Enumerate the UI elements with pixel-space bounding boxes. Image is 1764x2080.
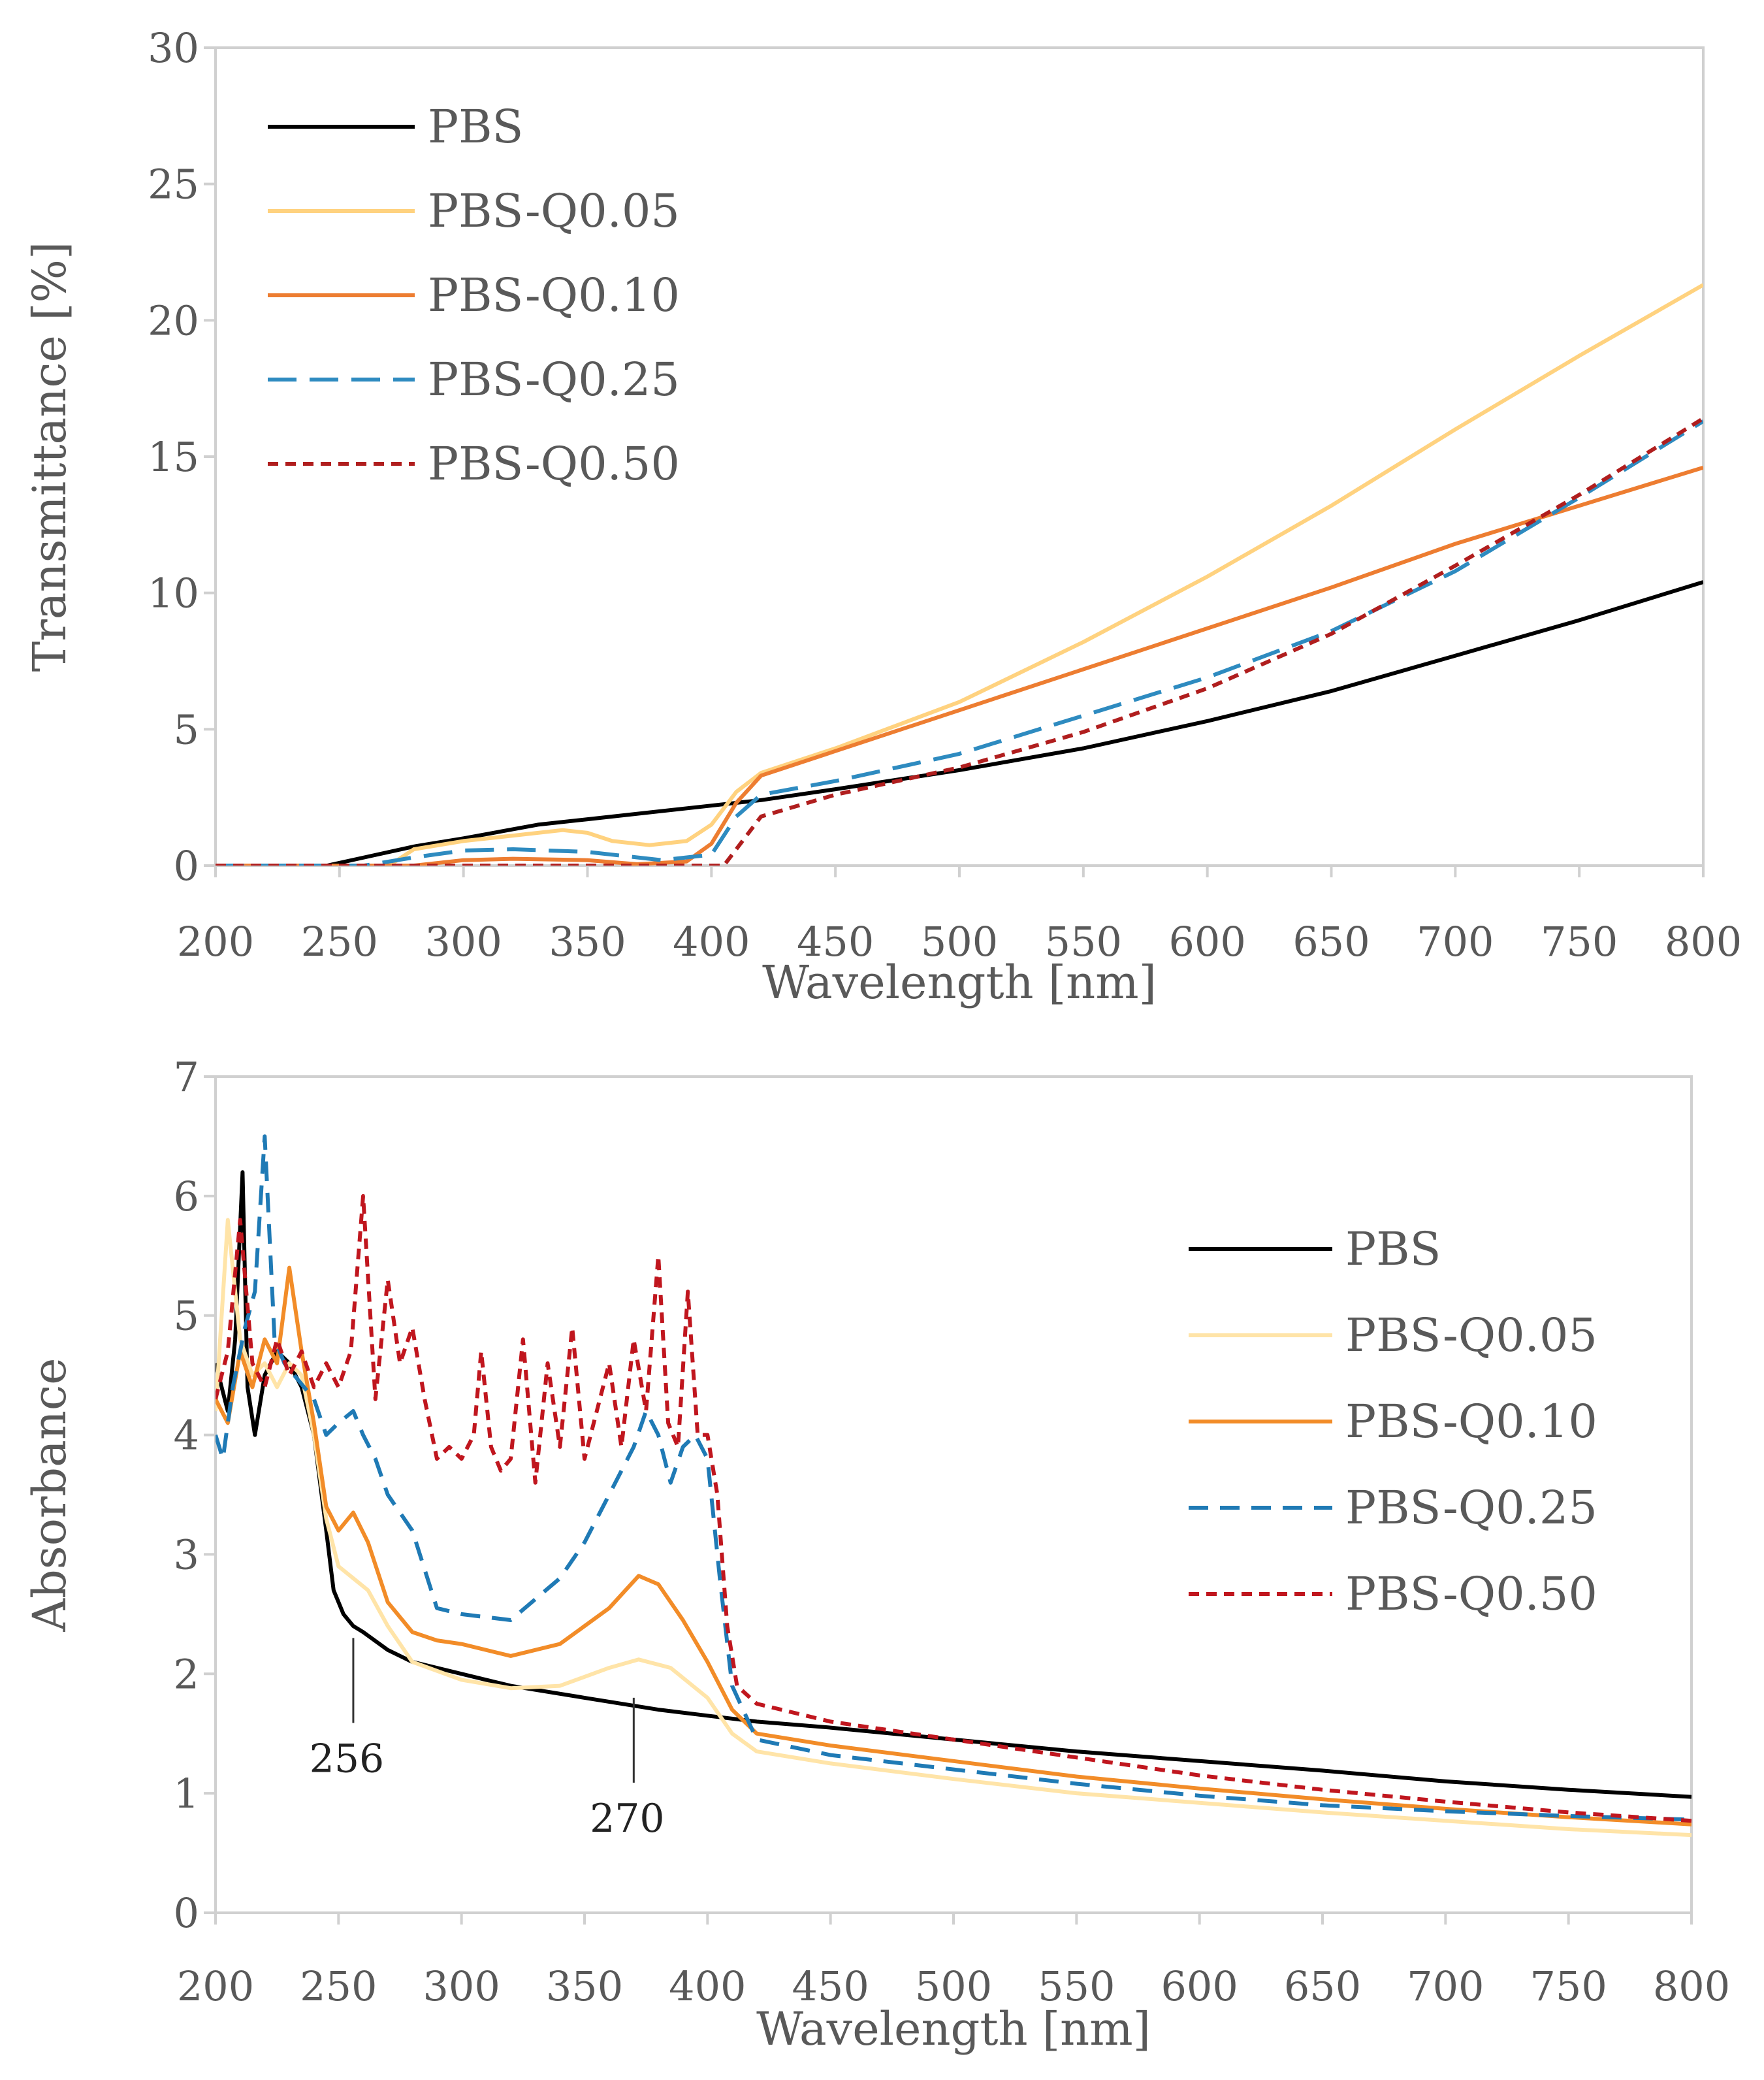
transmittance-series-pbs-q0-50 — [216, 417, 1703, 866]
transmittance-x-axis-title: Wavelength [nm] — [762, 956, 1157, 1009]
absorbance-legend-label-pbs-q0-25: PBS-Q0.25 — [1345, 1481, 1597, 1535]
absorbance-legend-label-pbs-q0-50: PBS-Q0.50 — [1345, 1567, 1597, 1621]
transmittance-series-pbs — [216, 580, 1703, 866]
transmittance-x-tick-label: 400 — [673, 918, 750, 966]
transmittance-x-tick-label: 800 — [1665, 918, 1742, 966]
transmittance-x-tick-label: 700 — [1417, 918, 1494, 966]
transmittance-legend-label-pbs: PBS — [428, 100, 524, 154]
absorbance-x-tick-label: 250 — [300, 1962, 377, 2010]
absorbance-chart: 200 250 300 350 400 450 500 550 600 650 700 750 800 0… — [23, 1053, 1730, 2056]
transmittance-chart: 200 250 300 350 400 450 500 550 600 650 700 750 800 0… — [23, 24, 1742, 1009]
transmittance-y-tick-label: 5 — [174, 706, 199, 753]
absorbance-y-tick-label: 4 — [174, 1412, 199, 1459]
absorbance-x-tick-label: 200 — [177, 1962, 254, 2010]
absorbance-series-pbs-q0-10 — [216, 1265, 1692, 1827]
absorbance-annotation-label: 270 — [590, 1796, 665, 1842]
absorbance-series-pbs — [216, 1170, 1692, 1799]
absorbance-y-tick-label: 5 — [174, 1292, 199, 1340]
absorbance-x-tick-label: 450 — [792, 1962, 869, 2010]
transmittance-series-pbs-q0-05 — [216, 283, 1703, 866]
absorbance-x-tick-label: 350 — [546, 1962, 623, 2010]
transmittance-series-group — [216, 283, 1703, 866]
absorbance-x-tick-label: 800 — [1653, 1962, 1730, 2010]
absorbance-legend: PBS PBS-Q0.05 PBS-Q0.10 PBS-Q0.25 PBS-Q0.50 — [1189, 1222, 1597, 1621]
absorbance-y-tick-label: 1 — [174, 1770, 199, 1817]
transmittance-x-tick-label: 750 — [1541, 918, 1618, 966]
transmittance-legend-label-pbs-q0-05: PBS-Q0.05 — [428, 184, 680, 238]
absorbance-series-pbs-q0-50 — [216, 1194, 1692, 1823]
transmittance-y-tick-label: 25 — [148, 161, 199, 208]
absorbance-annotation-label: 256 — [310, 1736, 385, 1781]
transmittance-series-pbs-q0-10 — [216, 465, 1703, 866]
transmittance-x-tick-label: 250 — [301, 918, 378, 966]
absorbance-legend-label-pbs: PBS — [1345, 1222, 1441, 1276]
absorbance-x-tick-label: 600 — [1161, 1962, 1238, 2010]
absorbance-y-axis-title: Absorbance — [23, 1357, 76, 1632]
transmittance-series-pbs-q0-25 — [216, 419, 1703, 866]
absorbance-x-tick-label: 700 — [1407, 1962, 1484, 2010]
absorbance-x-tick-label: 750 — [1530, 1962, 1607, 2010]
transmittance-y-tick-label: 0 — [174, 842, 199, 890]
transmittance-x-tick-label: 450 — [797, 918, 874, 966]
absorbance-y-tick-label: 6 — [174, 1173, 199, 1220]
transmittance-x-tick-label: 500 — [921, 918, 998, 966]
transmittance-legend-label-pbs-q0-10: PBS-Q0.10 — [428, 268, 680, 322]
absorbance-y-tick-label: 0 — [174, 1889, 199, 1937]
absorbance-y-tick-label: 3 — [174, 1531, 199, 1578]
transmittance-legend-label-pbs-q0-25: PBS-Q0.25 — [428, 353, 680, 406]
absorbance-series-pbs-q0-25 — [216, 1134, 1692, 1822]
absorbance-x-tick-label: 550 — [1038, 1962, 1115, 2010]
absorbance-y-tick-label: 7 — [174, 1053, 199, 1101]
transmittance-x-tick-label: 350 — [549, 918, 626, 966]
transmittance-y-tick-label: 10 — [148, 570, 199, 617]
transmittance-y-tick-label: 15 — [148, 433, 199, 481]
transmittance-x-tick-label: 300 — [425, 918, 502, 966]
transmittance-x-tick-label: 650 — [1292, 918, 1370, 966]
absorbance-x-tick-label: 650 — [1284, 1962, 1361, 2010]
absorbance-series-group — [216, 1134, 1692, 1838]
transmittance-x-tick-label: 550 — [1045, 918, 1122, 966]
absorbance-legend-label-pbs-q0-05: PBS-Q0.05 — [1345, 1308, 1597, 1362]
absorbance-x-axis-title: Wavelength [nm] — [756, 2002, 1151, 2056]
absorbance-x-tick-label: 500 — [915, 1962, 992, 2010]
transmittance-y-axis-title: Transmittance [%] — [23, 242, 76, 672]
absorbance-x-tick-label: 400 — [669, 1962, 746, 2010]
transmittance-legend-label-pbs-q0-50: PBS-Q0.50 — [428, 437, 680, 491]
absorbance-y-tick-label: 2 — [174, 1650, 199, 1698]
transmittance-y-tick-label: 30 — [148, 24, 199, 72]
transmittance-x-tick-label: 600 — [1168, 918, 1245, 966]
transmittance-y-tick-label: 20 — [148, 297, 199, 344]
transmittance-x-tick-label: 200 — [177, 918, 254, 966]
absorbance-series-pbs-q0-05 — [216, 1218, 1692, 1838]
absorbance-x-tick-label: 300 — [423, 1962, 500, 2010]
absorbance-legend-label-pbs-q0-10: PBS-Q0.10 — [1345, 1395, 1597, 1448]
transmittance-legend: PBS PBS-Q0.05 PBS-Q0.10 PBS-Q0.25 PBS-Q0.50 — [268, 100, 680, 491]
